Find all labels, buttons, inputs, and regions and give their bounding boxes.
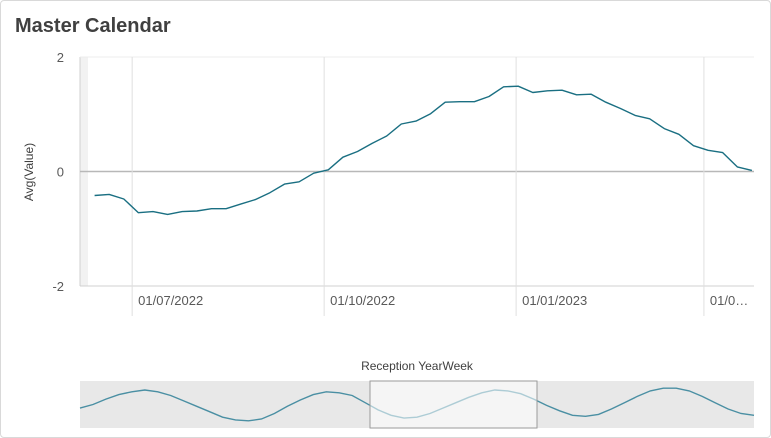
data-point[interactable]	[516, 84, 520, 88]
data-point[interactable]	[253, 198, 257, 202]
y-axis-title: Avg(Value)	[22, 143, 36, 201]
data-point[interactable]	[677, 132, 681, 136]
data-point[interactable]	[224, 207, 228, 211]
data-point[interactable]	[136, 211, 140, 215]
data-point[interactable]	[107, 192, 111, 196]
x-tick-label: 01/07/2022	[138, 293, 203, 308]
data-point[interactable]	[458, 100, 462, 104]
x-tick-label: 01/10/2022	[330, 293, 395, 308]
x-tick-label: 01/01/2023	[522, 293, 587, 308]
data-point[interactable]	[429, 112, 433, 116]
data-point[interactable]	[604, 100, 608, 104]
data-point[interactable]	[735, 165, 739, 169]
y-tick-label: 0	[57, 165, 64, 180]
data-point[interactable]	[633, 113, 637, 117]
data-point[interactable]	[297, 180, 301, 184]
data-point[interactable]	[414, 119, 418, 123]
chart-title: Master Calendar	[15, 15, 171, 37]
data-point[interactable]	[750, 168, 754, 172]
data-point[interactable]	[370, 141, 374, 145]
data-point[interactable]	[151, 210, 155, 214]
data-point[interactable]	[385, 134, 389, 138]
data-point[interactable]	[531, 91, 535, 95]
x-tick-label: 01/0…	[710, 293, 748, 308]
data-point[interactable]	[575, 93, 579, 97]
data-point[interactable]	[589, 92, 593, 96]
y-tick-label: 2	[57, 50, 64, 65]
data-point[interactable]	[326, 168, 330, 172]
overview-selection-window[interactable]	[369, 380, 538, 429]
data-point[interactable]	[502, 85, 506, 89]
data-point[interactable]	[122, 197, 126, 201]
data-point[interactable]	[443, 100, 447, 104]
data-point[interactable]	[195, 209, 199, 213]
series-line[interactable]	[94, 85, 753, 216]
data-point[interactable]	[356, 150, 360, 154]
data-point[interactable]	[268, 191, 272, 195]
data-point[interactable]	[619, 107, 623, 111]
data-point[interactable]	[283, 182, 287, 186]
data-point[interactable]	[239, 202, 243, 206]
data-point[interactable]	[648, 117, 652, 121]
data-point[interactable]	[472, 100, 476, 104]
y-tick-label: -2	[52, 279, 64, 294]
data-point[interactable]	[662, 127, 666, 131]
data-point[interactable]	[180, 210, 184, 214]
data-point[interactable]	[706, 148, 710, 152]
data-point[interactable]	[312, 171, 316, 175]
data-point[interactable]	[399, 122, 403, 126]
data-point[interactable]	[487, 95, 491, 99]
data-point[interactable]	[166, 212, 170, 216]
data-point[interactable]	[210, 207, 214, 211]
data-point[interactable]	[560, 88, 564, 92]
data-point[interactable]	[545, 89, 549, 93]
data-point[interactable]	[341, 155, 345, 159]
data-point[interactable]	[721, 151, 725, 155]
data-point[interactable]	[692, 144, 696, 148]
x-axis-title: Reception YearWeek	[361, 359, 474, 373]
data-point[interactable]	[93, 194, 97, 198]
